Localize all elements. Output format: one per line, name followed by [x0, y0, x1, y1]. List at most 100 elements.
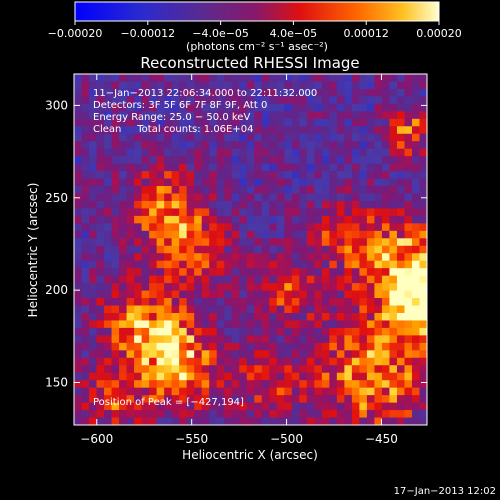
- heatmap-cell: [299, 350, 308, 359]
- heatmap-cell: [171, 103, 180, 112]
- heatmap-cell: [126, 96, 135, 105]
- heatmap-cell: [104, 200, 112, 209]
- heatmap-cell: [209, 260, 218, 269]
- heatmap-cell: [96, 275, 105, 284]
- heatmap-cell: [404, 372, 413, 381]
- heatmap-cell: [224, 88, 233, 97]
- heatmap-cell: [419, 178, 427, 187]
- heatmap-cell: [141, 186, 150, 194]
- heatmap-cell: [411, 223, 420, 232]
- heatmap-cell: [74, 171, 82, 179]
- heatmap-cell: [246, 156, 255, 165]
- heatmap-cell: [81, 402, 90, 411]
- heatmap-cell: [216, 283, 225, 291]
- heatmap-cell: [269, 312, 278, 321]
- heatmap-cell: [224, 253, 233, 262]
- heatmap-cell: [344, 208, 353, 217]
- heatmap-cell: [396, 245, 405, 254]
- heatmap-cell: [269, 200, 278, 209]
- heatmap-cell: [246, 365, 255, 374]
- heatmap-cell: [89, 163, 97, 172]
- heatmap-cell: [411, 245, 420, 254]
- heatmap-cell: [351, 335, 360, 344]
- heatmap-cell: [374, 357, 383, 366]
- heatmap-cell: [194, 275, 203, 284]
- heatmap-cell: [366, 387, 375, 396]
- heatmap-cell: [314, 88, 323, 97]
- heatmap-cell: [419, 133, 427, 142]
- heatmap-cell: [171, 74, 180, 82]
- heatmap-cell: [239, 74, 248, 82]
- heatmap-cell: [216, 133, 225, 142]
- heatmap-cell: [194, 268, 203, 277]
- heatmap-cell: [201, 118, 210, 127]
- heatmap-cell: [186, 111, 195, 120]
- heatmap-cell: [149, 275, 158, 284]
- heatmap-cell: [164, 178, 173, 187]
- heatmap-cell: [344, 148, 353, 157]
- heatmap-cell: [261, 402, 270, 411]
- heatmap-cell: [141, 118, 150, 127]
- heatmap-cell: [171, 290, 180, 299]
- heatmap-cell: [419, 111, 427, 120]
- heatmap-cell: [419, 186, 427, 194]
- heatmap-cell: [329, 275, 338, 284]
- heatmap-cell: [374, 163, 383, 172]
- heatmap-cell: [336, 156, 345, 165]
- heatmap-cell: [164, 372, 173, 381]
- heatmap-cell: [291, 230, 300, 239]
- heatmap-cell: [141, 88, 150, 97]
- heatmap-cell: [149, 335, 158, 344]
- heatmap-cell: [186, 245, 195, 254]
- heatmap-cell: [284, 88, 293, 97]
- heatmap-cell: [141, 171, 150, 179]
- heatmap-cell: [164, 327, 173, 336]
- heatmap-cell: [276, 335, 285, 344]
- heatmap-cell: [351, 171, 360, 179]
- heatmap-cell: [254, 298, 263, 306]
- heatmap-cell: [111, 141, 120, 150]
- heatmap-cell: [269, 186, 278, 194]
- heatmap-cell: [351, 126, 360, 135]
- heatmap-cell: [321, 417, 330, 425]
- heatmap-cell: [239, 111, 248, 120]
- heatmap-cell: [246, 141, 255, 150]
- heatmap-cell: [419, 81, 427, 90]
- heatmap-cell: [344, 305, 353, 314]
- heatmap-cell: [164, 268, 173, 277]
- heatmap-cell: [201, 74, 210, 82]
- heatmap-cell: [111, 410, 120, 418]
- heatmap-cell: [269, 357, 278, 366]
- heatmap-cell: [194, 298, 203, 306]
- heatmap-cell: [194, 350, 203, 359]
- heatmap-cell: [374, 320, 383, 329]
- heatmap-cell: [344, 365, 353, 374]
- heatmap-cell: [126, 342, 135, 351]
- heatmap-cell: [126, 387, 135, 396]
- heatmap-cell: [224, 342, 233, 351]
- heatmap-cell: [149, 327, 158, 336]
- heatmap-cell: [299, 327, 308, 336]
- heatmap-cell: [284, 103, 293, 112]
- x-axis-label: Heliocentric X (arcsec): [182, 448, 318, 462]
- heatmap-cell: [171, 260, 180, 269]
- heatmap-cell: [306, 402, 315, 411]
- heatmap-cell: [261, 81, 270, 90]
- heatmap-cell: [336, 208, 345, 217]
- heatmap-cell: [374, 186, 383, 194]
- heatmap-cell: [336, 200, 345, 209]
- heatmap-cell: [141, 395, 150, 403]
- heatmap-cell: [329, 327, 338, 336]
- heatmap-cell: [351, 223, 360, 232]
- heatmap-cell: [104, 118, 112, 127]
- heatmap-cell: [351, 200, 360, 209]
- heatmap-cell: [419, 230, 427, 239]
- heatmap-cell: [119, 417, 127, 425]
- heatmap-cell: [164, 88, 173, 97]
- y-tick-label: 300: [45, 98, 68, 112]
- heatmap-cell: [351, 402, 360, 411]
- heatmap-cell: [156, 141, 165, 150]
- heatmap-cell: [411, 215, 420, 224]
- heatmap-cell: [209, 156, 218, 165]
- heatmap-cell: [374, 275, 383, 284]
